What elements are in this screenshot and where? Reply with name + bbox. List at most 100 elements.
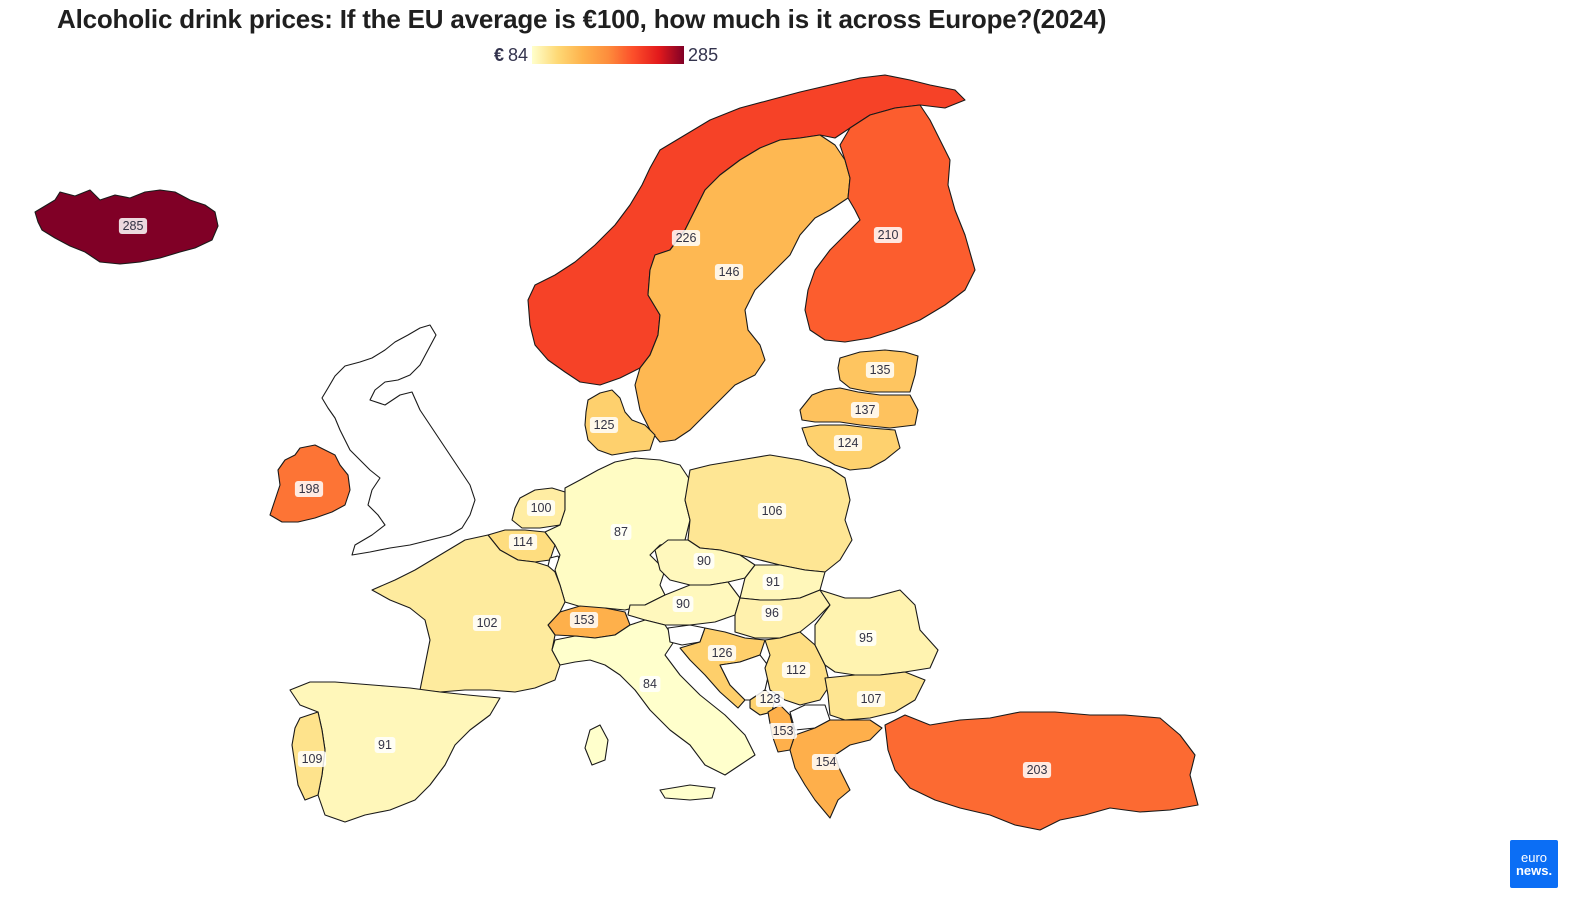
value-label-latvia: 137 [850,402,880,418]
value-label-sweden: 146 [714,264,744,280]
value-label-bg [508,534,538,550]
country-sweden[interactable] [634,134,851,443]
value-label-serbia: 112 [781,662,811,678]
country-denmark[interactable] [584,389,656,456]
value-label-poland: 106 [757,503,787,519]
value-label-text: 91 [378,738,392,752]
legend-color-bar [532,46,685,64]
legend-max-label: 285 [688,44,719,65]
value-label-belgium: 114 [508,534,538,550]
value-label-text: 153 [574,613,595,627]
value-label-text: 285 [123,219,144,233]
value-label-spain: 91 [374,737,396,753]
value-label-text: 124 [838,436,859,450]
value-label-bg [118,218,148,234]
value-labels: 285 226 210 203 198 154 153 153 146 137 135 126 125 1… [118,218,1052,778]
value-label-bg [569,612,599,628]
value-label-bg [671,230,701,246]
country-finland[interactable] [804,104,976,343]
value-label-text: 91 [766,575,780,589]
value-label-bg [855,630,877,646]
value-label-bg [472,615,502,631]
value-label-bg [850,402,880,418]
value-label-hungary: 96 [761,605,783,621]
value-label-bg [762,574,784,590]
value-label-bg [297,751,327,767]
value-label-text: 106 [762,504,783,518]
value-label-norway: 226 [671,230,701,246]
country-romania[interactable] [814,589,939,676]
value-label-text: 198 [299,482,320,496]
value-label-bg [1022,762,1052,778]
logo-text-euro: euro [1520,850,1548,865]
value-label-text: 226 [676,231,697,245]
value-label-text: 123 [760,692,781,706]
value-label-bg [811,754,841,770]
value-label-text: 95 [859,631,873,645]
value-label-denmark: 125 [589,417,619,433]
value-label-bulgaria: 107 [856,691,886,707]
value-label-austria: 90 [672,596,694,612]
value-label-text: 125 [594,418,615,432]
value-label-text: 112 [786,663,806,677]
value-label-text: 90 [697,554,711,568]
value-label-bg [856,691,886,707]
value-label-iceland: 285 [118,218,148,234]
country-italy[interactable] [551,619,756,801]
value-label-bg [639,676,661,692]
value-label-bg [294,481,324,497]
value-label-bg [672,596,694,612]
value-label-text: 154 [816,755,837,769]
country-uk[interactable] [321,324,476,556]
value-label-bg [781,662,811,678]
value-label-germany: 87 [610,524,632,540]
value-label-text: 87 [614,525,628,539]
logo-text-news: news. [1515,863,1553,878]
value-label-bg [757,503,787,519]
value-label-text: 84 [643,677,657,691]
value-label-bg [610,524,632,540]
value-label-turkey: 203 [1022,762,1052,778]
value-label-lithuania: 124 [833,435,863,451]
value-label-albania: 153 [768,723,798,739]
value-label-text: 146 [719,265,740,279]
value-label-bg [526,500,556,516]
color-legend: € 84 285 [494,44,718,66]
value-label-bg [374,737,396,753]
value-label-slovakia: 91 [762,574,784,590]
value-label-france: 102 [472,615,502,631]
value-label-bg [589,417,619,433]
value-label-text: 153 [773,724,794,738]
value-label-montenegro: 123 [755,691,785,707]
value-label-bg [761,605,783,621]
country-france[interactable] [371,534,566,693]
euronews-logo: euro news. [1510,840,1558,888]
value-label-bg [865,362,895,378]
value-label-netherlands: 100 [526,500,556,516]
value-label-portugal: 109 [297,751,327,767]
value-label-text: 114 [513,535,533,549]
legend-min-label: 84 [508,44,529,65]
value-label-croatia: 126 [707,645,737,661]
value-label-text: 210 [878,228,899,242]
value-label-estonia: 135 [865,362,895,378]
value-label-switzerland: 153 [569,612,599,628]
value-label-text: 126 [712,646,733,660]
value-label-bg [755,691,785,707]
value-label-bg [873,227,903,243]
value-label-finland: 210 [873,227,903,243]
value-label-text: 109 [302,752,323,766]
value-label-bg [714,264,744,280]
value-label-greece: 154 [811,754,841,770]
value-label-text: 137 [855,403,876,417]
value-label-text: 102 [477,616,498,630]
value-label-bg [768,723,798,739]
value-label-romania: 95 [855,630,877,646]
value-label-bg [693,553,715,569]
value-label-text: 203 [1027,763,1048,777]
value-label-text: 107 [861,692,882,706]
value-label-ireland: 198 [294,481,324,497]
value-label-text: 135 [870,363,891,377]
value-label-text: 90 [676,597,690,611]
